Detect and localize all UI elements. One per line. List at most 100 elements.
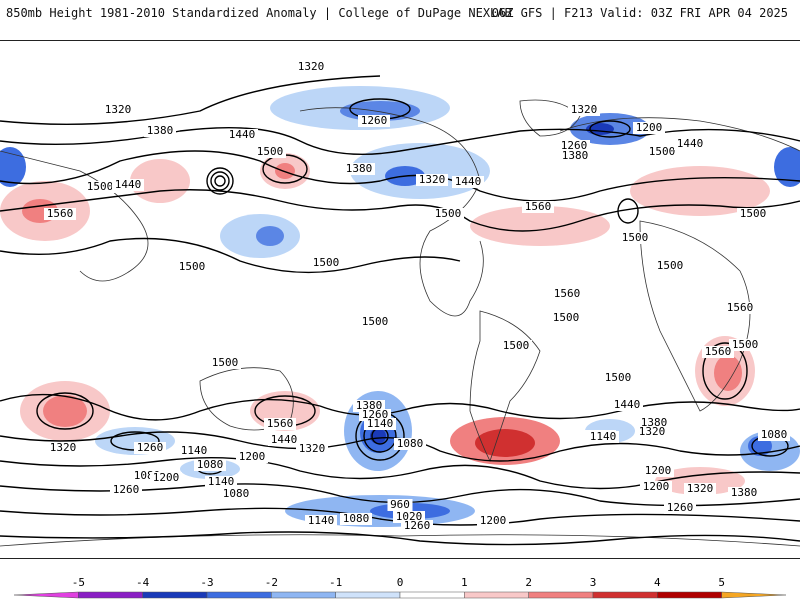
contour-label-background xyxy=(44,208,76,220)
contour-label-background xyxy=(110,484,142,496)
contour-label: 1200 xyxy=(643,480,670,493)
contour-label-background xyxy=(178,445,210,457)
contour-label: 1440 xyxy=(271,433,298,446)
contour-label-background xyxy=(364,418,396,430)
contour-label: 1200 xyxy=(480,514,507,527)
contour-label-background xyxy=(220,488,252,500)
colorbar-tick-label: -1 xyxy=(329,576,343,589)
contour-label-background xyxy=(310,257,342,269)
eurasia-coastline xyxy=(0,117,800,282)
contour-label: 1140 xyxy=(590,430,617,443)
contour-label-background xyxy=(264,418,296,430)
contour-label: 1500 xyxy=(657,259,684,272)
contour-label: 1140 xyxy=(208,475,235,488)
contour-label: 1560 xyxy=(525,200,552,213)
positive-anomaly-region xyxy=(655,467,745,495)
contour-label: 1500 xyxy=(435,207,462,220)
colorbar-tick-label: 5 xyxy=(718,576,725,589)
contour-label: 1320 xyxy=(639,425,666,438)
contour-label-background xyxy=(636,426,668,438)
low-center-contour xyxy=(214,175,226,187)
contour-label: 1140 xyxy=(181,444,208,457)
contour-label: 1560 xyxy=(705,345,732,358)
contour-label-background xyxy=(550,312,582,324)
contour-label-background xyxy=(646,146,678,158)
contour-label: 1440 xyxy=(229,128,256,141)
contour-label: 1560 xyxy=(554,287,581,300)
positive-anomaly-region xyxy=(714,355,742,391)
colorbar-segment xyxy=(335,591,401,599)
contour-label-background xyxy=(602,372,634,384)
contour-label-background xyxy=(194,459,226,471)
colorbar-segment xyxy=(13,591,79,599)
contour-label: 1080 xyxy=(197,458,224,471)
contour-label: 1080 xyxy=(343,512,370,525)
anomaly-map: 1320 1320 1380 1440 1500 1500 1440 1560 1500 1500… xyxy=(0,40,800,559)
colorbar-segment xyxy=(206,591,272,599)
contour-label-background xyxy=(664,502,696,514)
colorbar-segment xyxy=(78,591,143,599)
contour-label-background xyxy=(611,399,643,411)
colorbar-segment xyxy=(142,591,208,599)
colorbar-graphic xyxy=(13,591,787,599)
contour-label: 1260 xyxy=(362,408,389,421)
contour-label-background xyxy=(387,499,413,511)
contour-label-background xyxy=(500,340,532,352)
contour-label-background xyxy=(587,431,619,443)
positive-anomaly-region xyxy=(630,166,770,216)
contour-label-background xyxy=(236,451,268,463)
colorbar-segment xyxy=(657,591,722,599)
contour-label-background xyxy=(674,138,706,150)
negative-anomaly-region xyxy=(256,226,284,246)
contour-label-background xyxy=(758,429,790,441)
africa-coastline xyxy=(639,220,751,412)
positive-anomaly-region xyxy=(275,163,295,179)
colorbar-segment xyxy=(721,591,787,599)
contour-label-background xyxy=(295,61,327,73)
contour-label: 1440 xyxy=(115,178,142,191)
contour-label-background xyxy=(477,515,509,527)
colorbar-segment xyxy=(592,591,658,599)
contour-label: 1500 xyxy=(622,231,649,244)
contour-label: 1560 xyxy=(727,301,754,314)
contour-label: 1380 xyxy=(641,416,668,429)
low-center-contour xyxy=(206,167,234,195)
contour-label: 1500 xyxy=(605,371,632,384)
positive-anomaly-region xyxy=(475,429,535,457)
high-center-contour xyxy=(36,392,94,430)
contour-label-background xyxy=(102,104,134,116)
colorbar-tick-label: -4 xyxy=(136,576,150,589)
negative-anomaly-region xyxy=(0,147,26,187)
contour-label: 1320 xyxy=(419,173,446,186)
contour-label-background xyxy=(359,316,391,328)
contour-label: 1320 xyxy=(298,60,325,73)
colorbar-tick-label: 4 xyxy=(654,576,661,589)
contour-label: 1260 xyxy=(561,139,588,152)
contour-label-background xyxy=(416,174,448,186)
colorbar-tick-label: 0 xyxy=(396,576,404,589)
contour-label: 1020 xyxy=(396,510,423,523)
height-contour xyxy=(0,150,800,202)
contour-label-background xyxy=(452,176,484,188)
contour-label: 1380 xyxy=(356,399,383,412)
colorbar-segment xyxy=(271,591,336,599)
colorbar-tick-label: -3 xyxy=(200,576,214,589)
height-contour xyxy=(0,189,800,232)
contour-label-background xyxy=(568,104,600,116)
contour-label-background xyxy=(702,346,734,358)
negative-anomaly-region xyxy=(774,147,800,187)
colorbar-tick-label: 2 xyxy=(525,576,532,589)
contour-label-background xyxy=(684,483,716,495)
contour-label-background xyxy=(737,208,769,220)
map-title: 850mb Height 1981-2010 Standardized Anom… xyxy=(6,6,512,20)
contour-label-background xyxy=(343,163,375,175)
contour-label: 1200 xyxy=(239,450,266,463)
contour-label-background xyxy=(296,443,328,455)
contour-label-background xyxy=(144,125,176,137)
contour-label: 1500 xyxy=(87,180,114,193)
contour-label: 1380 xyxy=(731,486,758,499)
contour-label: 1320 xyxy=(299,442,326,455)
contour-label: 1080 xyxy=(761,428,788,441)
contour-label-background xyxy=(47,442,79,454)
